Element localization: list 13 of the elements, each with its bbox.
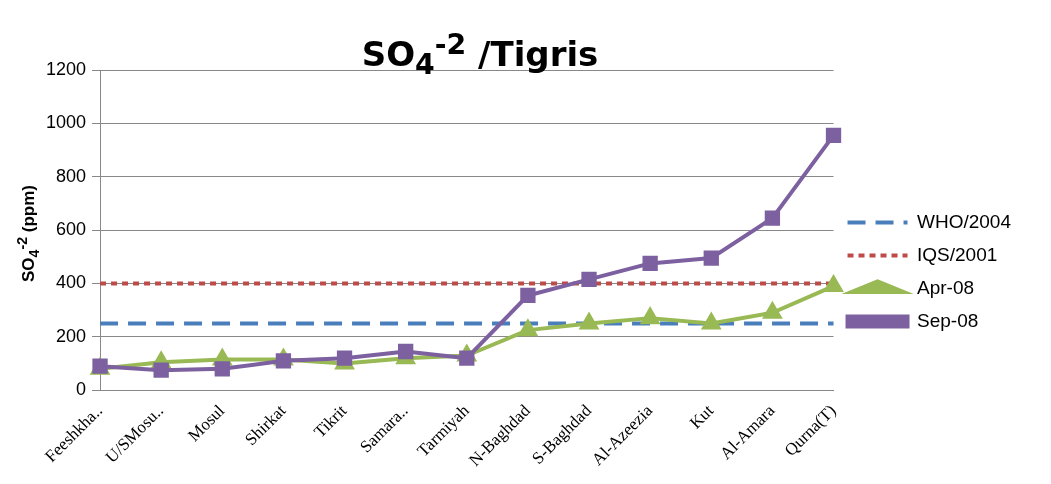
legend-label: Sep-08 — [917, 309, 979, 331]
y-tick-label: 800 — [56, 165, 87, 186]
x-tick-label: Kut — [685, 400, 718, 433]
y-tick-label: 0 — [76, 379, 87, 400]
legend-label: IQS/2001 — [917, 243, 998, 265]
chart-title: SO$_{4}$$^{-2}$ /Tigris — [360, 28, 600, 82]
y-tick-label: 1200 — [46, 58, 87, 79]
y-tick-label: 400 — [56, 272, 87, 293]
legend-label: WHO/2004 — [917, 210, 1012, 232]
y-tick-label: 1000 — [46, 112, 87, 133]
legend-label: Apr-08 — [917, 276, 975, 298]
y-tick-label: 200 — [56, 325, 87, 346]
y-tick-label: 600 — [56, 219, 87, 240]
